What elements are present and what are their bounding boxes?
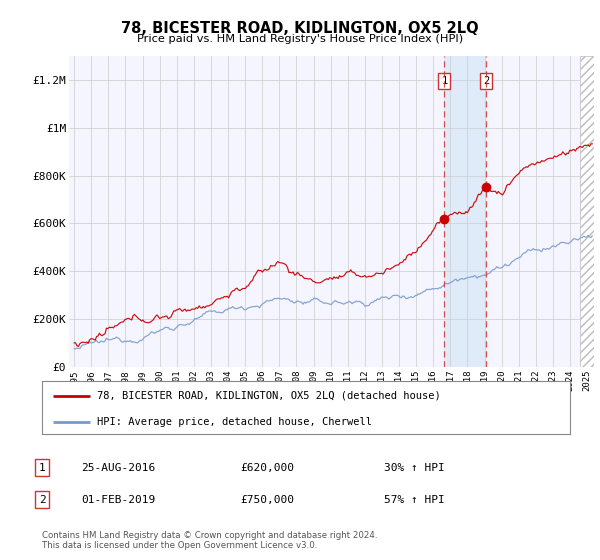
Text: £750,000: £750,000: [240, 494, 294, 505]
Text: 78, BICESTER ROAD, KIDLINGTON, OX5 2LQ: 78, BICESTER ROAD, KIDLINGTON, OX5 2LQ: [121, 21, 479, 36]
Text: 1: 1: [441, 76, 448, 86]
Text: 78, BICESTER ROAD, KIDLINGTON, OX5 2LQ (detached house): 78, BICESTER ROAD, KIDLINGTON, OX5 2LQ (…: [97, 391, 441, 401]
Text: 25-AUG-2016: 25-AUG-2016: [81, 463, 155, 473]
Bar: [580, 56, 600, 367]
Text: HPI: Average price, detached house, Cherwell: HPI: Average price, detached house, Cher…: [97, 417, 373, 427]
Text: 30% ↑ HPI: 30% ↑ HPI: [384, 463, 445, 473]
Text: Price paid vs. HM Land Registry's House Price Index (HPI): Price paid vs. HM Land Registry's House …: [137, 34, 463, 44]
Text: 57% ↑ HPI: 57% ↑ HPI: [384, 494, 445, 505]
Text: 2: 2: [483, 76, 489, 86]
Text: 2: 2: [38, 494, 46, 505]
Bar: [580, 56, 600, 367]
Text: £620,000: £620,000: [240, 463, 294, 473]
Text: 01-FEB-2019: 01-FEB-2019: [81, 494, 155, 505]
Text: Contains HM Land Registry data © Crown copyright and database right 2024.
This d: Contains HM Land Registry data © Crown c…: [42, 531, 377, 550]
Text: 1: 1: [38, 463, 46, 473]
Bar: [445, 56, 486, 367]
